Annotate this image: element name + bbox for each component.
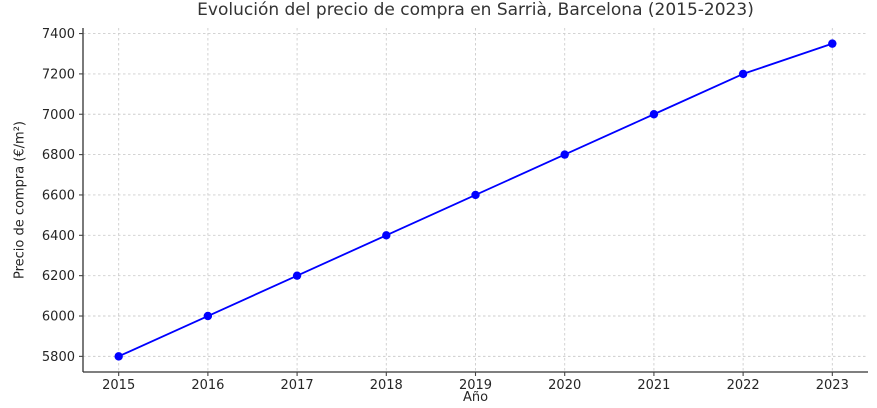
- data-point-marker: [649, 110, 659, 119]
- data-point-marker: [114, 352, 123, 361]
- data-point-marker: [560, 150, 569, 159]
- y-tick-label: 6000: [42, 310, 75, 325]
- data-point-marker: [203, 311, 213, 321]
- axis-tick-labels: 2015 2016 2017 2018 2019 2020 2021 2022 2023 5800…: [42, 27, 849, 393]
- y-tick-label: 6800: [42, 148, 75, 163]
- y-tick-label: 6200: [42, 269, 75, 284]
- chart-title: Evolución del precio de compra en Sarrià…: [197, 0, 754, 20]
- price-line-series: [114, 39, 837, 361]
- x-tick-label: 2022: [727, 378, 760, 393]
- data-point-marker: [292, 271, 302, 280]
- y-tick-label: 7400: [42, 27, 75, 42]
- data-point-marker: [738, 69, 748, 79]
- data-point-marker: [828, 39, 837, 48]
- x-tick-label: 2023: [816, 378, 849, 393]
- x-tick-label: 2018: [370, 378, 403, 393]
- y-tick-label: 6600: [42, 188, 75, 203]
- x-tick-label: 2020: [548, 378, 581, 393]
- y-tick-label: 6400: [42, 229, 75, 244]
- data-point-marker: [382, 231, 391, 240]
- y-tick-label: 5800: [42, 350, 75, 365]
- x-tick-label: 2017: [281, 378, 314, 393]
- grid-lines: [83, 28, 868, 372]
- y-tick-label: 7200: [42, 67, 75, 82]
- data-point-marker: [471, 190, 480, 200]
- y-tick-label: 7000: [42, 108, 75, 123]
- y-axis-label: Precio de compra (€/m²): [12, 120, 28, 280]
- axis-ticks: [79, 32, 833, 376]
- x-axis-label: Año: [462, 390, 489, 405]
- x-tick-label: 2015: [102, 378, 135, 393]
- x-tick-label: 2019: [459, 378, 492, 393]
- x-tick-label: 2021: [637, 378, 670, 393]
- x-tick-label: 2016: [191, 378, 224, 393]
